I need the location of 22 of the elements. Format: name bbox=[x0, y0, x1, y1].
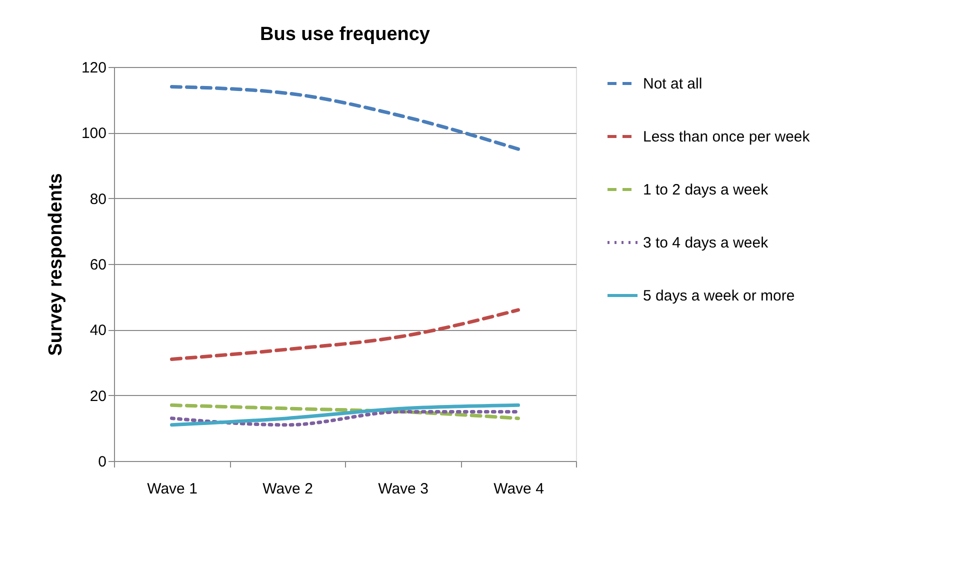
x-tick-label: Wave 2 bbox=[262, 480, 313, 498]
legend-label: Less than once per week bbox=[643, 128, 810, 146]
line-series bbox=[170, 403, 520, 420]
y-tick-label: 20 bbox=[90, 388, 106, 405]
y-tick-label: 120 bbox=[81, 60, 106, 76]
x-tick-label: Wave 1 bbox=[147, 480, 198, 498]
chart-title: Bus use frequency bbox=[260, 24, 430, 45]
line-series bbox=[170, 308, 520, 361]
y-tick-label: 0 bbox=[98, 454, 106, 470]
legend-label: 1 to 2 days a week bbox=[643, 182, 769, 198]
legend-label: Not at all bbox=[643, 76, 702, 92]
line-series bbox=[170, 403, 520, 427]
y-axis-title: Survey respondents bbox=[45, 173, 66, 356]
y-tick-label: 80 bbox=[90, 190, 106, 208]
y-tick-label: 100 bbox=[81, 125, 106, 142]
legend-label: 3 to 4 days a week bbox=[643, 234, 769, 252]
legend-label: 5 days a week or more bbox=[643, 288, 795, 304]
y-tick-label: 60 bbox=[90, 256, 106, 274]
line-series bbox=[170, 84, 520, 151]
y-tick-label: 40 bbox=[90, 322, 106, 340]
x-tick-label: Wave 4 bbox=[494, 480, 544, 498]
x-tick-label: Wave 3 bbox=[378, 480, 428, 498]
